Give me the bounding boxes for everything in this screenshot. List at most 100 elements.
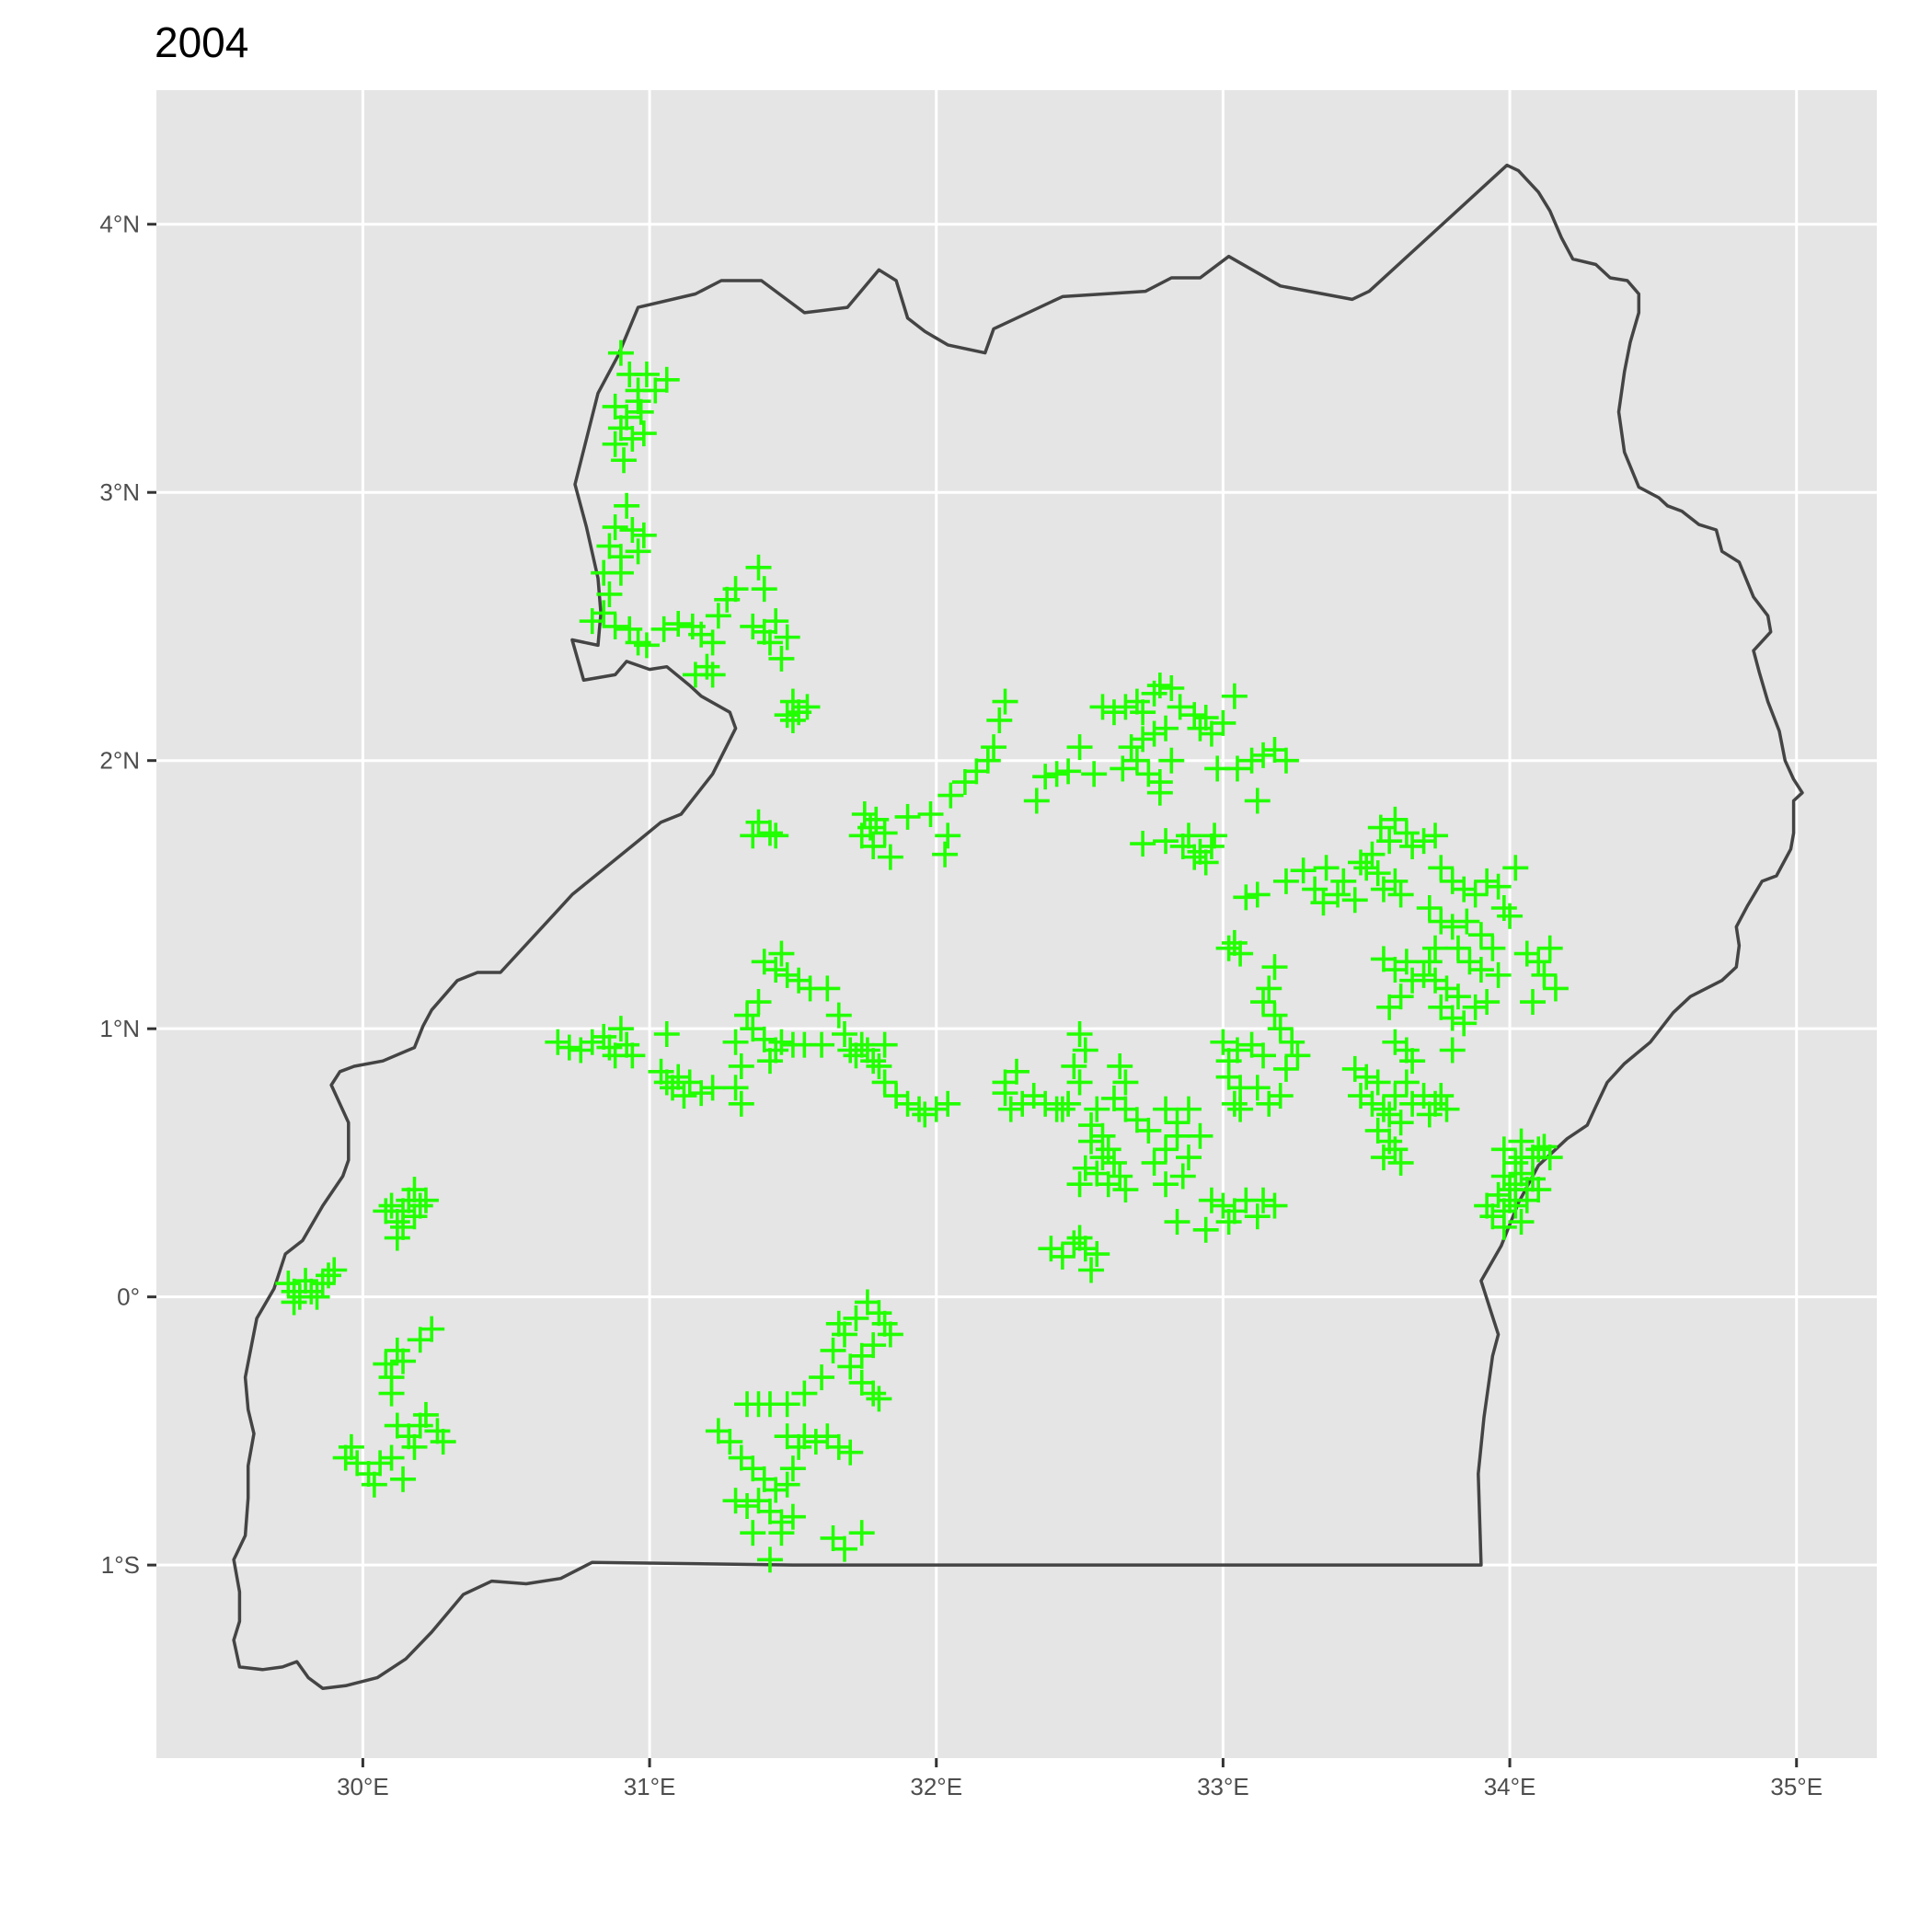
point-marker — [396, 1423, 422, 1450]
point-marker — [756, 1547, 783, 1573]
point-marker — [1393, 1037, 1420, 1064]
point-marker — [1451, 1010, 1478, 1037]
point-marker — [1100, 1085, 1127, 1111]
point-marker — [614, 492, 640, 519]
point-marker — [1353, 855, 1380, 881]
point-marker — [871, 1310, 898, 1337]
point-marker — [937, 782, 964, 809]
point-marker — [1176, 1096, 1202, 1122]
point-marker — [860, 1332, 887, 1359]
point-marker — [1348, 849, 1374, 876]
point-marker — [1325, 881, 1351, 908]
point-marker — [607, 339, 634, 366]
point-marker — [630, 522, 657, 548]
point-marker — [894, 1090, 921, 1117]
point-marker — [756, 820, 783, 846]
point-marker — [332, 1444, 359, 1471]
point-marker — [854, 1037, 880, 1064]
point-marker — [1485, 873, 1512, 900]
point-marker — [851, 800, 878, 827]
point-marker — [648, 1058, 674, 1085]
point-marker — [378, 1192, 405, 1219]
point-marker — [1089, 1144, 1116, 1171]
x-tick-label: 31°E — [624, 1773, 676, 1800]
point-marker — [378, 1380, 405, 1407]
point-marker — [653, 1069, 680, 1096]
point-marker — [843, 1305, 869, 1331]
point-marker — [1370, 946, 1397, 972]
point-marker — [602, 514, 628, 541]
point-marker — [1176, 822, 1202, 849]
point-marker — [1238, 1031, 1265, 1058]
point-marker — [390, 1213, 417, 1240]
point-marker — [877, 1321, 903, 1348]
point-marker — [1100, 1149, 1127, 1176]
point-marker — [384, 1225, 410, 1251]
point-marker — [1353, 1064, 1380, 1090]
point-marker — [1367, 814, 1394, 841]
point-marker — [688, 1080, 715, 1107]
point-marker — [1043, 761, 1070, 788]
point-marker — [1433, 1096, 1460, 1122]
point-marker — [1198, 1187, 1225, 1213]
point-marker — [751, 576, 777, 603]
point-marker — [545, 1029, 571, 1055]
point-marker — [1202, 822, 1228, 849]
point-marker — [321, 1257, 348, 1283]
point-marker — [1081, 761, 1108, 788]
point-marker — [745, 989, 772, 1016]
point-marker — [1428, 855, 1455, 881]
point-marker — [848, 1520, 875, 1547]
point-marker — [877, 844, 903, 870]
point-marker — [1198, 720, 1225, 747]
point-marker — [779, 1503, 806, 1530]
point-marker — [768, 940, 795, 967]
point-marker — [1244, 788, 1271, 814]
point-marker — [1393, 820, 1420, 846]
point-marker — [602, 393, 628, 420]
point-marker — [650, 615, 677, 642]
point-marker — [430, 1429, 456, 1455]
point-marker — [1485, 961, 1512, 988]
point-marker — [304, 1283, 330, 1310]
point-marker — [832, 1535, 857, 1562]
point-marker — [424, 1418, 451, 1444]
point-marker — [293, 1268, 319, 1294]
point-marker — [756, 629, 783, 656]
point-marker — [607, 415, 634, 442]
point-marker — [1078, 1128, 1105, 1155]
point-marker — [734, 1002, 761, 1029]
point-marker — [1181, 844, 1208, 870]
point-marker — [1310, 890, 1337, 916]
point-marker — [1055, 758, 1082, 785]
point-marker — [1428, 994, 1455, 1020]
point-marker — [740, 1016, 766, 1042]
point-marker — [1479, 935, 1506, 961]
point-marker — [1153, 715, 1179, 742]
point-marker — [1490, 1136, 1517, 1163]
point-marker — [1130, 726, 1156, 753]
point-marker — [1382, 806, 1409, 833]
point-marker — [728, 1052, 754, 1079]
point-marker — [779, 1031, 806, 1058]
point-marker — [981, 734, 1007, 761]
point-marker — [671, 1083, 697, 1110]
point-marker — [1399, 967, 1426, 994]
point-marker — [1158, 747, 1185, 774]
y-tick-label: 1°N — [99, 1015, 140, 1042]
point-marker — [871, 820, 898, 846]
point-marker — [1474, 1192, 1501, 1219]
point-marker — [1261, 1002, 1288, 1029]
point-marker — [281, 1289, 307, 1316]
point-marker — [756, 1498, 783, 1524]
point-marker — [611, 447, 638, 474]
point-marker — [745, 1488, 772, 1514]
point-marker — [997, 1096, 1024, 1122]
point-marker — [866, 1386, 892, 1412]
point-marker — [1238, 747, 1265, 774]
point-marker — [774, 961, 800, 988]
point-marker — [1525, 1177, 1552, 1203]
point-marker — [1153, 1171, 1179, 1198]
point-marker — [1187, 1122, 1213, 1149]
